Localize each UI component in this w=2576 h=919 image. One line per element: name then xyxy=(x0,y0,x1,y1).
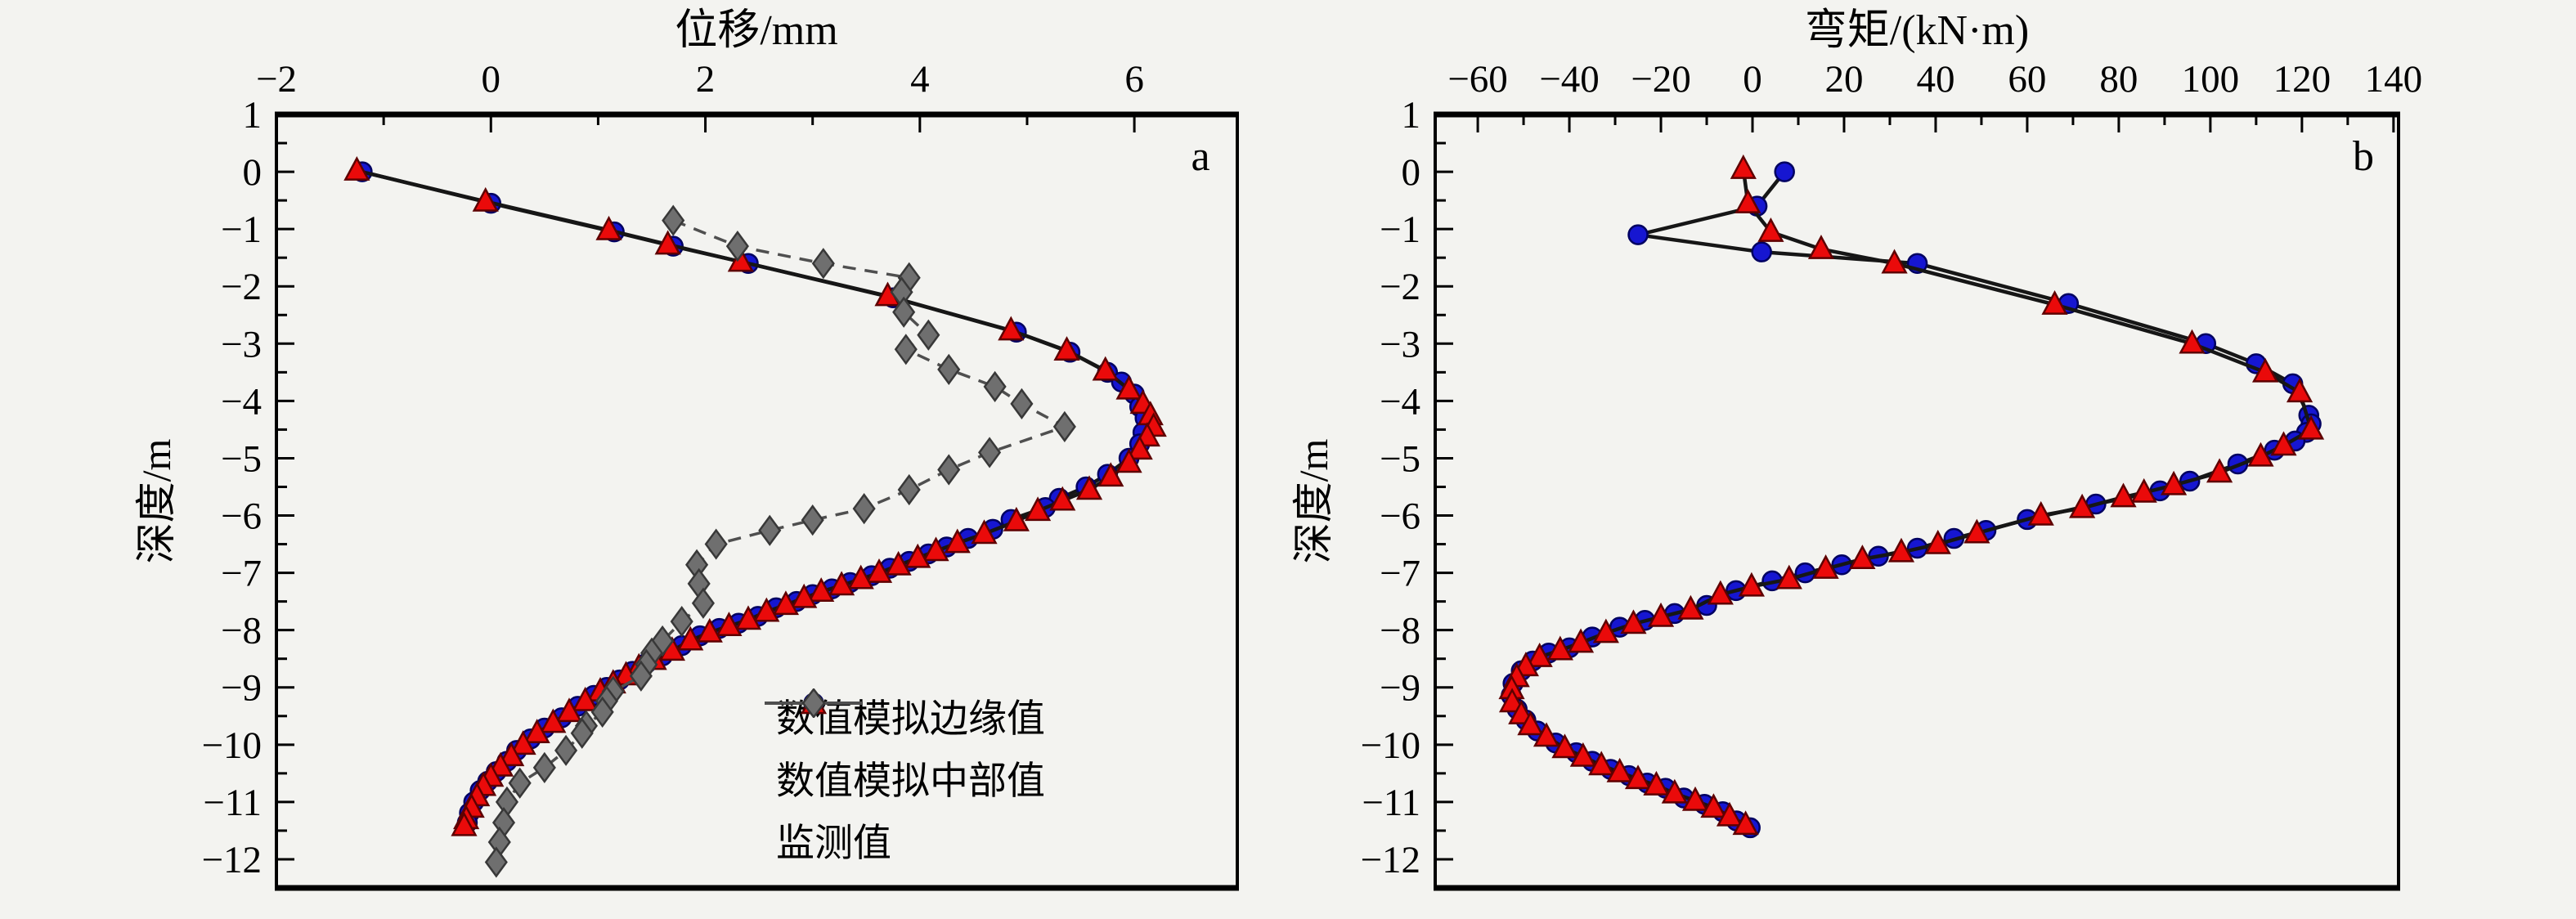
chart-b-y-axis-label: 深度/m xyxy=(1290,439,1336,564)
svg-text:2: 2 xyxy=(696,58,716,101)
legend-label-monitored: 监测值 xyxy=(776,822,891,865)
svg-text:−10: −10 xyxy=(201,724,262,767)
svg-text:20: 20 xyxy=(1824,58,1863,101)
chart-b-canvas: 弯矩/(kN·m) 深度/m b −60 −40 −20 0 20 40 60 80 100 12… xyxy=(1290,7,2423,891)
chart-a-panel-letter: a xyxy=(1191,133,1209,180)
svg-text:−1: −1 xyxy=(221,208,262,251)
svg-text:−1: −1 xyxy=(1380,208,1420,251)
svg-text:0: 0 xyxy=(243,151,263,194)
svg-text:80: 80 xyxy=(2099,58,2138,101)
svg-text:1: 1 xyxy=(1402,94,1421,137)
svg-text:−9: −9 xyxy=(1380,667,1420,710)
svg-text:−4: −4 xyxy=(221,380,262,423)
svg-text:100: 100 xyxy=(2182,58,2240,101)
svg-text:−40: −40 xyxy=(1539,58,1600,101)
legend: 数值模拟边缘值 数值模拟中部值 监测值 xyxy=(765,688,1223,875)
svg-text:60: 60 xyxy=(2008,58,2046,101)
svg-text:−3: −3 xyxy=(221,323,262,365)
diamond-marker-icon xyxy=(765,688,863,718)
svg-text:−12: −12 xyxy=(201,839,262,881)
svg-text:−2: −2 xyxy=(256,58,297,101)
legend-item-monitored: 监测值 xyxy=(765,688,1223,875)
svg-text:−2: −2 xyxy=(1380,266,1420,308)
legend-label-simulated-middle: 数值模拟中部值 xyxy=(776,760,1045,803)
chart-b-title: 弯矩/(kN·m) xyxy=(1805,7,2029,54)
svg-text:−5: −5 xyxy=(221,437,262,480)
chart-b-bending-moment: 弯矩/(kN·m) 深度/m b −60 −40 −20 0 20 40 60 80 100 12… xyxy=(1288,0,2576,919)
svg-text:120: 120 xyxy=(2273,58,2331,101)
svg-text:−2: −2 xyxy=(221,266,262,308)
legend-item-simulated-middle: 数值模拟中部值 xyxy=(765,689,1223,813)
svg-text:−5: −5 xyxy=(1380,437,1420,480)
svg-text:−3: −3 xyxy=(1380,323,1420,365)
svg-text:−8: −8 xyxy=(221,610,262,652)
svg-text:−60: −60 xyxy=(1447,58,1508,101)
svg-text:−9: −9 xyxy=(221,667,262,710)
svg-text:−8: −8 xyxy=(1380,610,1420,652)
svg-text:−6: −6 xyxy=(221,495,262,538)
svg-text:140: 140 xyxy=(2365,58,2423,101)
svg-text:40: 40 xyxy=(1916,58,1954,101)
svg-text:−6: −6 xyxy=(1380,495,1420,538)
chart-a-title: 位移/mm xyxy=(675,7,837,54)
svg-text:−20: −20 xyxy=(1631,58,1691,101)
chart-a-plot-area: −2 0 2 4 6 1 0 −1 −2 −3 −4 −5 −6 −7 −8 −9 −10 −11 −12 xyxy=(201,58,1239,891)
svg-text:−11: −11 xyxy=(1362,782,1420,824)
svg-text:−7: −7 xyxy=(1380,553,1420,595)
chart-a-displacement: 位移/mm 深度/m a −2 0 2 4 6 1 0 −1 −2 −3 −4 −5 −6 −7 −8 −9−… xyxy=(133,7,1239,891)
svg-text:−10: −10 xyxy=(1360,724,1420,767)
svg-text:4: 4 xyxy=(910,58,930,101)
svg-text:−11: −11 xyxy=(203,782,262,824)
svg-text:−12: −12 xyxy=(1360,839,1420,881)
svg-text:0: 0 xyxy=(1743,58,1762,101)
chart-a-y-axis-label: 深度/m xyxy=(133,439,179,564)
chart-b-panel-letter: b xyxy=(2353,133,2374,180)
svg-text:0: 0 xyxy=(482,58,501,101)
svg-text:1: 1 xyxy=(243,94,263,137)
svg-text:0: 0 xyxy=(1402,151,1421,194)
svg-text:−7: −7 xyxy=(221,553,262,595)
svg-text:−4: −4 xyxy=(1380,380,1420,423)
chart-a-canvas: 位移/mm 深度/m a −2 0 2 4 610−1−2−3−4−5−6−7−8−9−… xyxy=(133,7,1239,891)
svg-text:6: 6 xyxy=(1124,58,1144,101)
chart-b-plot-area: −60 −40 −20 0 20 40 60 80 100 120 140 1 0 −1 −2 −3 −4 −5 −… xyxy=(1360,58,2423,891)
